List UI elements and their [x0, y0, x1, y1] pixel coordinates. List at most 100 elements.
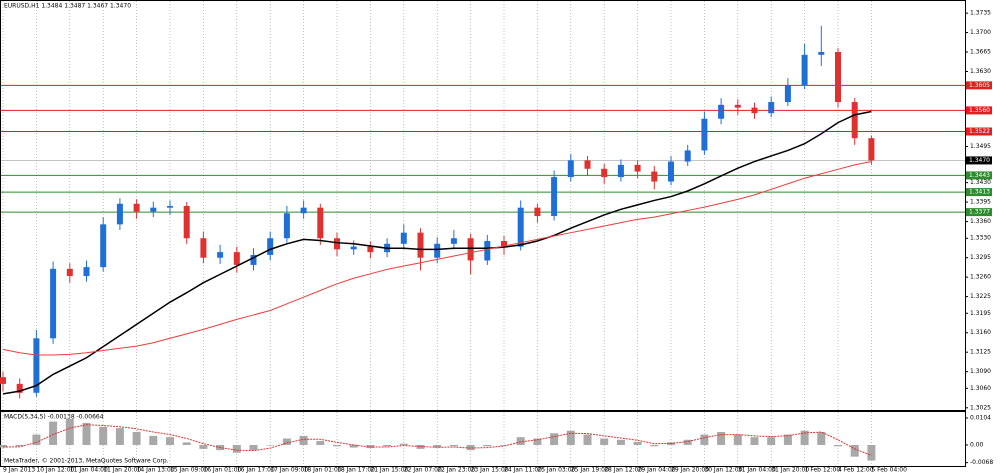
- moving-average: [2, 110, 872, 395]
- macd-bar: [333, 444, 341, 447]
- x-tick-label: 31 Jan 20:00: [771, 467, 809, 473]
- x-tick-label: 25 Jan 19:00: [571, 467, 609, 473]
- candle-body: [450, 238, 457, 244]
- candle-body: [233, 252, 240, 265]
- x-tick-label: 18 Jan 01:00: [304, 467, 342, 473]
- candle-body: [534, 207, 541, 217]
- level-label-box: [966, 127, 992, 136]
- macd-bar: [132, 431, 141, 445]
- x-tick-label: 24 Jan 11:00: [504, 467, 542, 473]
- y-tick-label: 1.3495: [970, 143, 991, 150]
- x-tick-label: 21 Jan 15:00: [370, 467, 408, 473]
- macd-bar: [683, 439, 692, 445]
- x-tick-label: 5 Feb 04:00: [871, 467, 907, 473]
- candle-body: [718, 104, 725, 119]
- y-tick-label: -0.0068: [970, 459, 993, 466]
- candle-body: [133, 203, 140, 212]
- y-tick-label: 1.3090: [970, 368, 991, 375]
- candle-body: [551, 177, 558, 217]
- level-label: 1.3443: [969, 172, 990, 179]
- x-tick-label: 17 Jan 09:00: [270, 467, 308, 473]
- macd-bar: [349, 444, 358, 448]
- x-tick-label: 22 Jan 23:00: [437, 467, 475, 473]
- candle-body: [283, 213, 290, 239]
- macd-bar: [366, 444, 375, 449]
- x-tick-label: 10 Jan 12:00: [36, 467, 74, 473]
- candle-body: [167, 206, 173, 208]
- macd-title: MACD(5,34,5) -0.00138 -0.00664: [4, 414, 104, 421]
- candle-body: [317, 207, 324, 239]
- y-tick-label: 1.3360: [970, 218, 991, 225]
- macd-bar: [750, 437, 759, 445]
- y-tick-label: 1.3395: [970, 199, 991, 206]
- candle-body: [334, 238, 340, 250]
- candle-body: [734, 104, 741, 108]
- macd-bar: [600, 438, 609, 445]
- macd-bar: [266, 444, 275, 446]
- price-panel: [0, 0, 966, 411]
- candle-body: [501, 241, 507, 247]
- y-tick-label: 1.3295: [970, 254, 991, 261]
- macd-bar: [449, 444, 458, 447]
- macd-bar: [282, 438, 291, 445]
- moving-average: [2, 161, 872, 356]
- macd-bar: [516, 437, 525, 445]
- macd-bar: [733, 434, 742, 445]
- candle-body: [851, 102, 858, 139]
- level-label-box: [966, 171, 992, 180]
- candle-body: [584, 160, 591, 169]
- macd-bar: [550, 433, 559, 445]
- macd-bar: [867, 444, 876, 461]
- macd-bar: [800, 430, 809, 445]
- footer: MetaTrader, © 2001-2013, MetaQuotes Soft…: [4, 458, 169, 465]
- macd-bar: [650, 444, 659, 447]
- x-tick-label: 18 Jan 17:00: [337, 467, 375, 473]
- candle-body: [768, 102, 775, 114]
- candle-body: [868, 138, 875, 161]
- y-tick-label: 1.3125: [970, 349, 991, 356]
- candle-body: [367, 246, 374, 253]
- x-tick-label: 4 Feb 12:00: [838, 467, 874, 473]
- macd-bar: [232, 444, 241, 453]
- x-tick-label: 23 Jan 15:00: [471, 467, 509, 473]
- macd-bar: [149, 435, 158, 445]
- x-tick-label: 29 Jan 20:00: [671, 467, 709, 473]
- macd-bar: [383, 444, 392, 447]
- macd-bar: [65, 419, 74, 445]
- macd-bar: [166, 437, 174, 445]
- macd-bar: [32, 434, 41, 445]
- y-tick-label: 1.3330: [970, 235, 991, 242]
- candle-body: [601, 168, 608, 178]
- macd-bar: [82, 422, 91, 445]
- y-tick-label: 1.3195: [970, 310, 991, 317]
- candle-body: [517, 207, 524, 247]
- y-tick-label: 0.00: [970, 441, 984, 448]
- candle-body: [668, 161, 674, 182]
- y-tick-label: 1.3160: [970, 329, 991, 336]
- macd-bar: [483, 444, 492, 447]
- y-tick-label: 1.3260: [970, 274, 991, 281]
- y-tick-label: 1.3665: [970, 49, 991, 56]
- candle-body: [434, 243, 441, 258]
- level-label-box: [966, 106, 992, 115]
- y-tick-label: 1.3700: [970, 29, 991, 36]
- chart-title: EURUSD,H1 1.3484 1.3487 1.3467 1.3470: [4, 3, 131, 10]
- level-label: 1.3522: [969, 128, 990, 135]
- x-tick-label: 14 Jan 13:00: [137, 467, 175, 473]
- x-tick-label: 16 Jan 01:00: [203, 467, 241, 473]
- level-label: 1.3560: [969, 107, 990, 114]
- level-label: 1.3413: [969, 189, 990, 196]
- x-tick-label: 28 Jan 12:00: [604, 467, 642, 473]
- macd-bar: [399, 443, 408, 445]
- y-tick-label: 1.3735: [970, 10, 991, 17]
- macd-bar: [199, 444, 208, 449]
- candle-body: [634, 164, 641, 172]
- x-tick-label: 30 Jan 12:00: [704, 467, 742, 473]
- candle-body: [617, 164, 624, 178]
- candle-body: [16, 383, 23, 393]
- candle-body: [267, 238, 274, 255]
- macd-bar: [0, 444, 7, 448]
- x-tick-label: 15 Jan 09:00: [170, 467, 208, 473]
- macd-bar: [49, 421, 58, 445]
